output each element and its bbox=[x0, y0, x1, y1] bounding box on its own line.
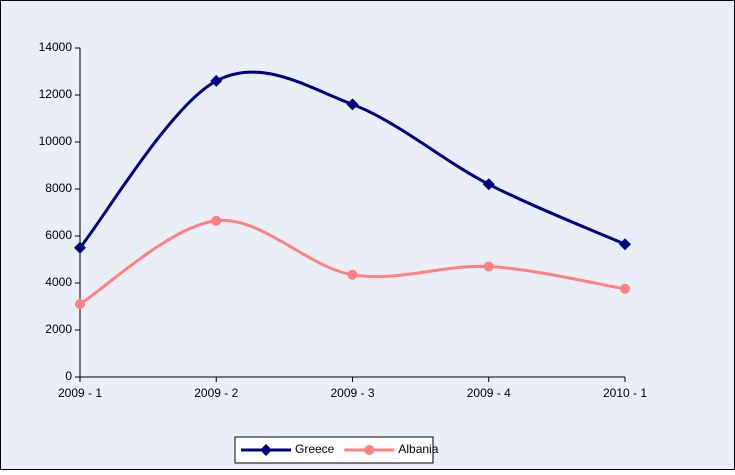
x-tick-label: 2009 - 1 bbox=[58, 386, 102, 400]
marker bbox=[74, 241, 86, 254]
y-tick-label: 14000 bbox=[39, 40, 73, 54]
legend-label: Albania bbox=[398, 442, 438, 456]
x-tick-label: 2009 - 3 bbox=[330, 386, 374, 400]
y-tick-label: 4000 bbox=[45, 275, 72, 289]
y-tick-label: 2000 bbox=[45, 322, 72, 336]
y-tick-label: 12000 bbox=[39, 87, 73, 101]
legend-label: Greece bbox=[295, 442, 335, 456]
x-tick-label: 2010 - 1 bbox=[603, 386, 647, 400]
marker bbox=[482, 178, 495, 191]
marker bbox=[211, 215, 222, 226]
y-tick-label: 6000 bbox=[45, 228, 72, 242]
y-tick-label: 10000 bbox=[39, 134, 73, 148]
x-tick-label: 2009 - 2 bbox=[194, 386, 238, 400]
marker bbox=[210, 74, 223, 87]
y-tick-label: 0 bbox=[65, 369, 72, 383]
marker bbox=[620, 283, 630, 294]
x-tick-label: 2009 - 4 bbox=[467, 386, 511, 400]
marker bbox=[346, 98, 359, 111]
marker bbox=[260, 444, 272, 456]
marker bbox=[483, 261, 494, 272]
marker bbox=[347, 269, 358, 280]
marker bbox=[619, 238, 631, 251]
marker bbox=[364, 445, 375, 455]
y-tick-label: 8000 bbox=[45, 181, 72, 195]
marker bbox=[75, 299, 85, 310]
